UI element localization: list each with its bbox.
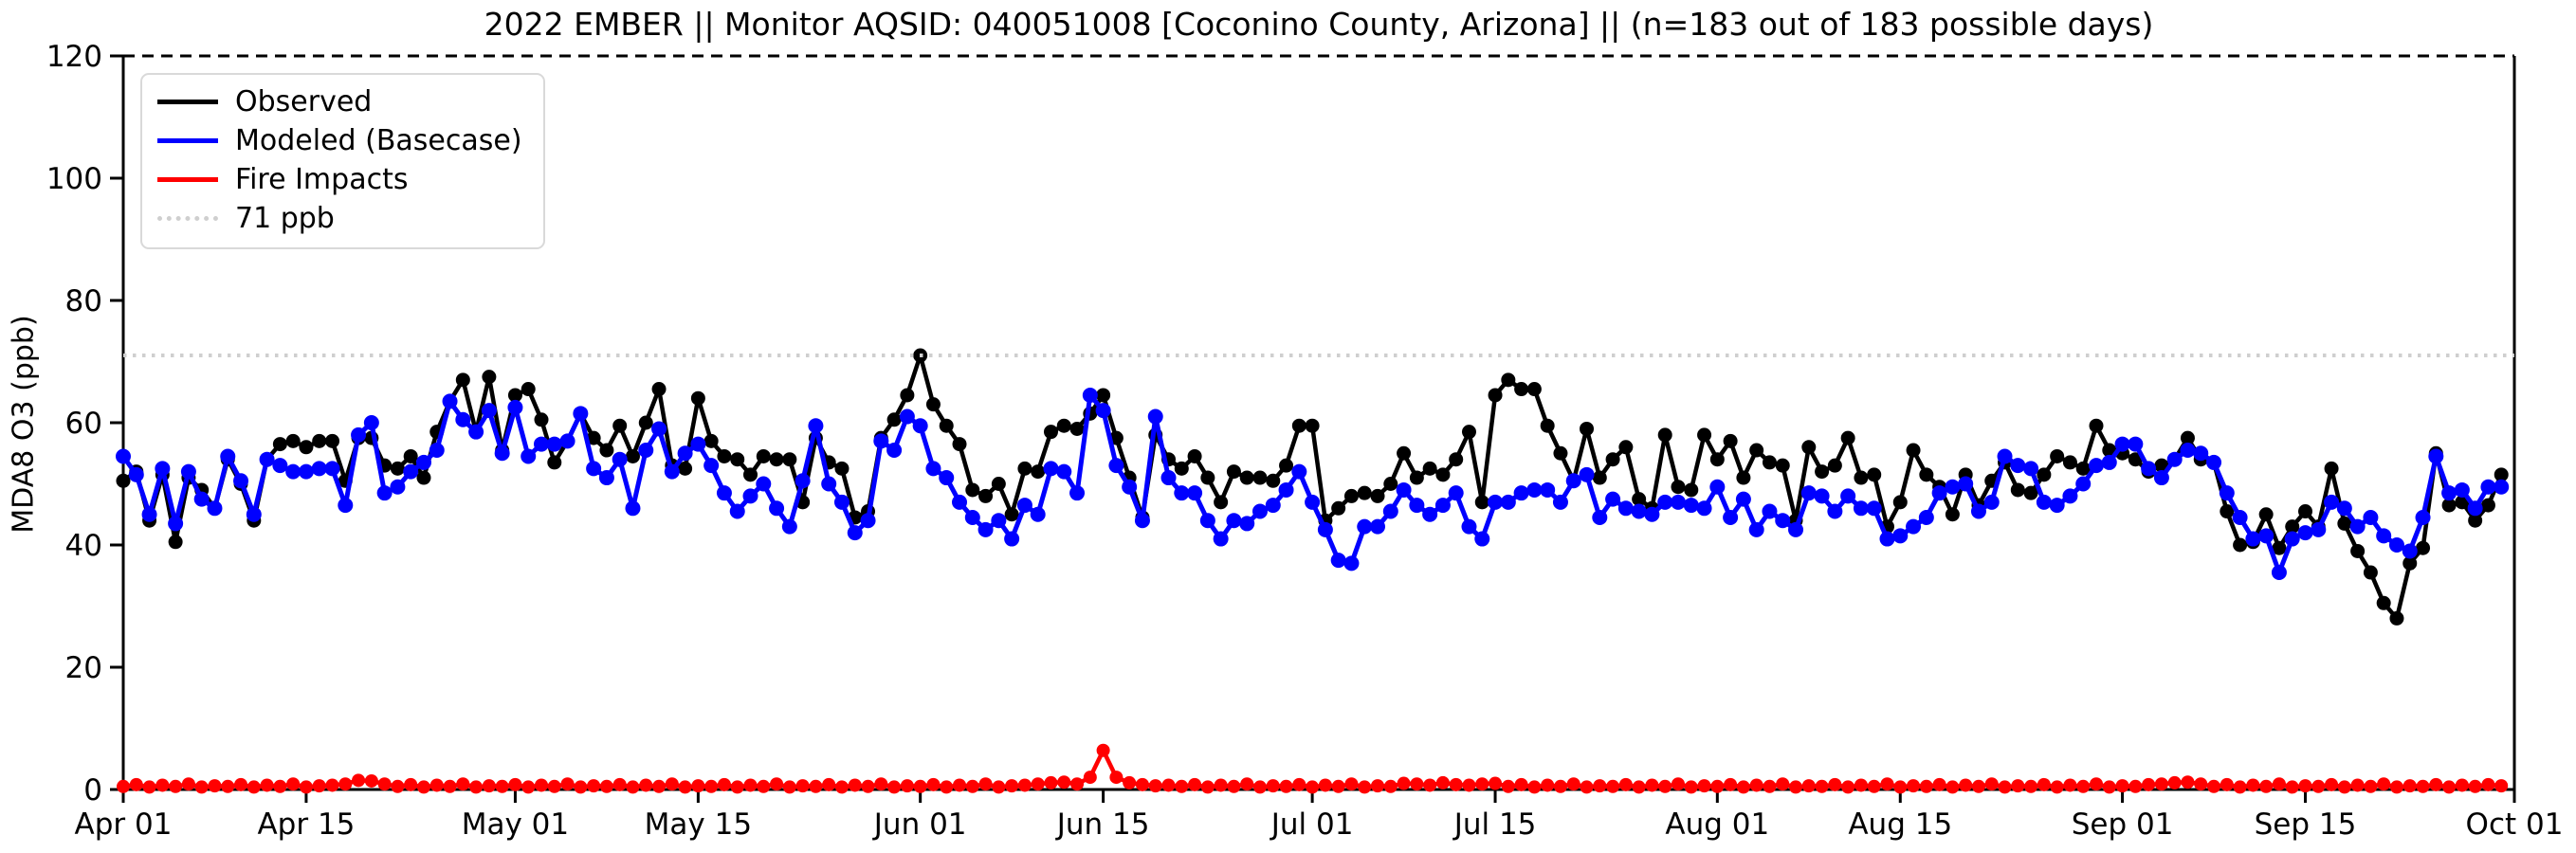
x-tick-label: Aug 15: [1848, 808, 1952, 842]
legend-label-modeled: Modeled (Basecase): [235, 124, 522, 157]
legend-label-threshold: 71 ppb: [235, 202, 335, 235]
x-tick-label: Jul 01: [1270, 808, 1354, 842]
threshold-line-sample: [157, 216, 218, 221]
legend-item-fire: Fire Impacts: [157, 160, 522, 199]
y-tick-label: 60: [65, 407, 102, 441]
y-tick-label: 80: [65, 284, 102, 318]
observed-line-sample: [157, 100, 218, 104]
series-fire-impacts: [117, 743, 2509, 794]
legend-box: Observed Modeled (Basecase) Fire Impacts…: [140, 73, 545, 249]
y-tick-label: 100: [46, 162, 102, 196]
x-tick-label: Sep 01: [2072, 808, 2174, 842]
series-observed: [116, 348, 2509, 626]
y-tick-label: 40: [65, 529, 102, 563]
legend-label-fire: Fire Impacts: [235, 163, 409, 196]
x-tick-label: Jun 01: [872, 808, 967, 842]
x-tick-label: Jun 15: [1055, 808, 1150, 842]
y-tick-label: 0: [83, 773, 102, 808]
x-tick-label: Sep 15: [2255, 808, 2357, 842]
x-tick-label: May 15: [645, 808, 752, 842]
tick-marks-and-labels: 0 20 40 60 80 100 120 Apr 01 Apr 15 May 01 May 15 J…: [46, 40, 2564, 842]
x-tick-label: Oct 01: [2466, 808, 2564, 842]
x-tick-label: Apr 15: [257, 808, 355, 842]
legend-label-observed: Observed: [235, 85, 373, 118]
legend-item-modeled: Modeled (Basecase): [157, 121, 522, 160]
y-axis-label: MDA8 O3 (ppb): [7, 315, 41, 534]
y-tick-label: 20: [65, 651, 102, 685]
x-tick-label: Aug 01: [1665, 808, 1769, 842]
legend-item-observed: Observed: [157, 82, 522, 121]
x-tick-label: Apr 01: [75, 808, 173, 842]
modeled-line-sample: [157, 138, 218, 143]
x-tick-label: May 01: [462, 808, 569, 842]
legend-item-threshold: 71 ppb: [157, 199, 522, 238]
series-modeled-basecase-: [116, 387, 2510, 581]
y-tick-label: 120: [46, 40, 102, 74]
fire-line-sample: [157, 177, 218, 182]
chart-title: 2022 EMBER || Monitor AQSID: 040051008 […: [484, 6, 2154, 43]
x-tick-label: Jul 15: [1452, 808, 1537, 842]
